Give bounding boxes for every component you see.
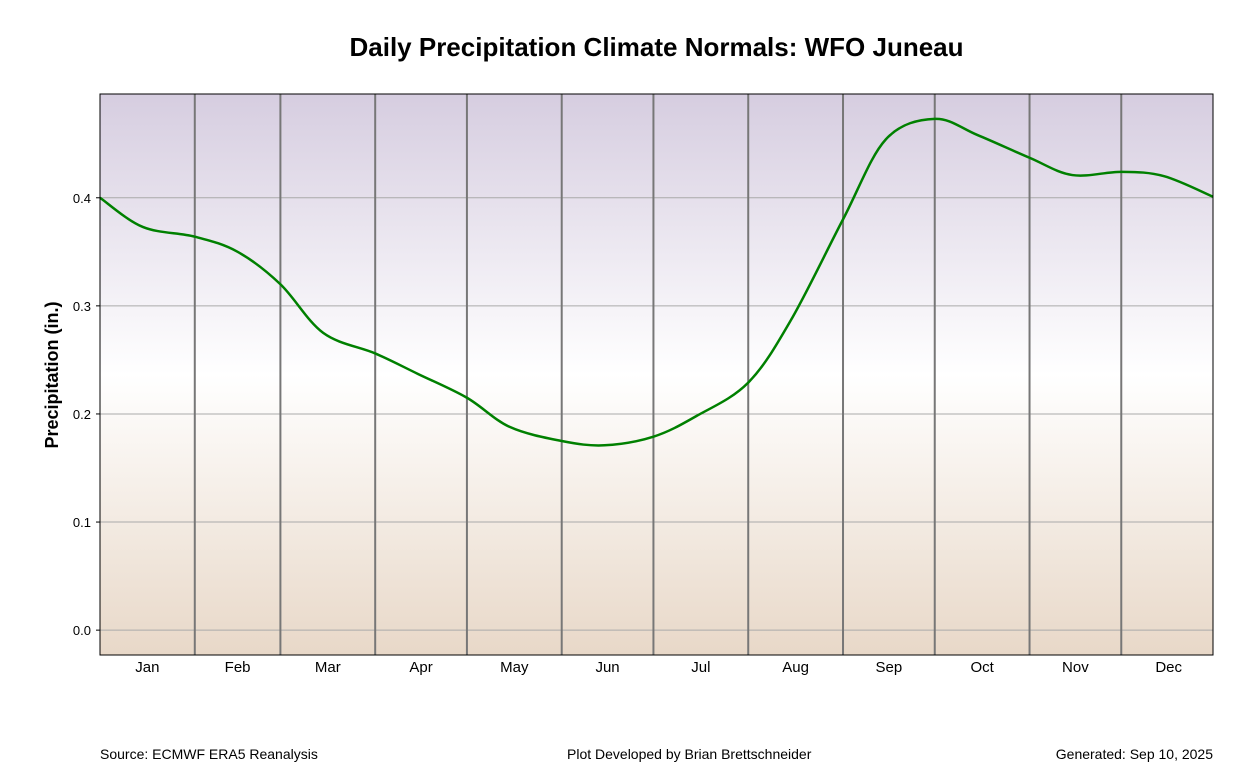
y-tick-label: 0.3 [73, 299, 91, 314]
precip-line [99, 117, 1214, 447]
month-label: May [500, 659, 529, 676]
month-label: Oct [970, 659, 994, 676]
credit-note: Plot Developed by Brian Brettschneider [567, 746, 812, 762]
y-tick-label: 0.0 [73, 623, 91, 638]
month-label: Nov [1062, 659, 1089, 676]
month-label: Dec [1155, 659, 1182, 676]
month-label: Aug [782, 659, 809, 676]
generated-note: Generated: Sep 10, 2025 [1055, 746, 1213, 762]
source-note: Source: ECMWF ERA5 Reanalysis [100, 746, 318, 762]
month-label: Apr [409, 659, 432, 676]
plot-frame [99, 93, 1214, 656]
y-axis-label: Precipitation (in.) [42, 301, 62, 448]
month-label: Jan [135, 659, 159, 676]
month-label: Sep [876, 659, 903, 676]
month-label: Jun [595, 659, 619, 676]
y-tick-label: 0.1 [73, 515, 91, 530]
month-label: Feb [225, 659, 251, 676]
month-label: Jul [691, 659, 710, 676]
plot-background [100, 94, 1213, 655]
month-label: Mar [315, 659, 341, 676]
y-tick-label: 0.4 [73, 191, 91, 206]
chart-title: Daily Precipitation Climate Normals: WFO… [349, 32, 964, 62]
y-tick-label: 0.2 [73, 407, 91, 422]
